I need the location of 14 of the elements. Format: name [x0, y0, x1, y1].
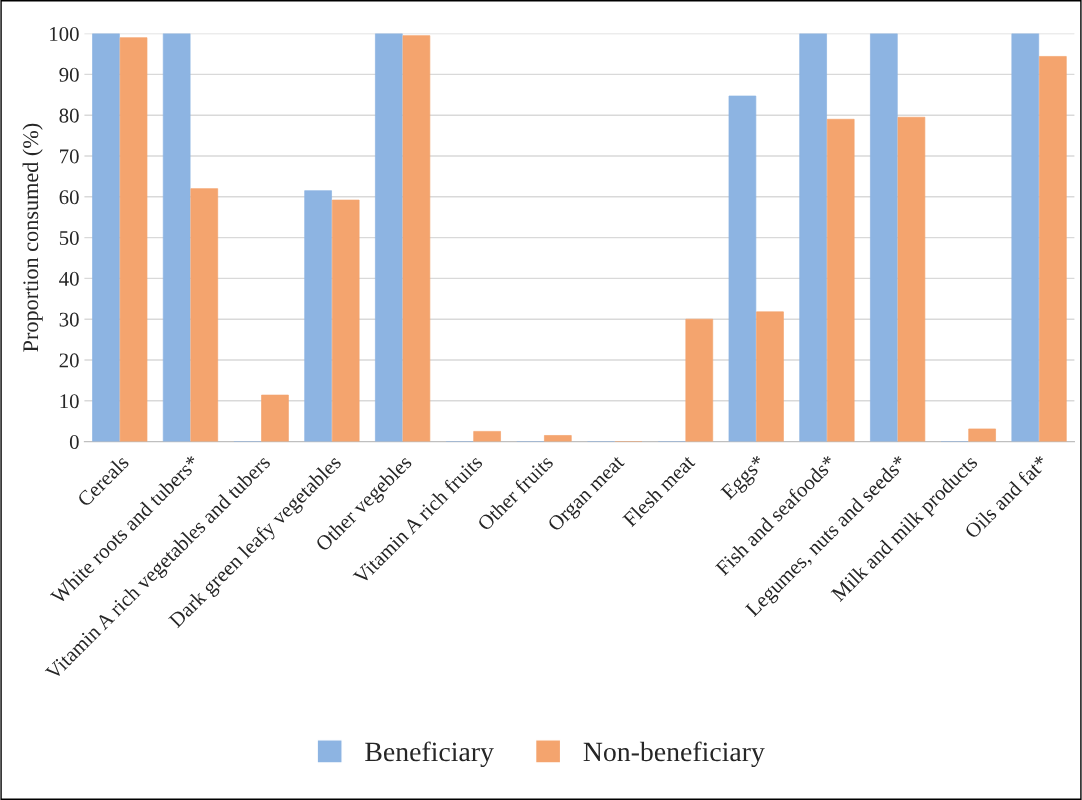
legend-label: Beneficiary — [365, 741, 494, 767]
y-tick-label: 20 — [59, 353, 79, 368]
y-tick-label: 50 — [59, 230, 79, 246]
y-tick-label: 0 — [69, 434, 79, 450]
y-tick-label: 60 — [59, 190, 79, 205]
y-tick-label: 40 — [59, 271, 79, 286]
y-tick-label: 90 — [59, 67, 79, 82]
y-tick-label: 100 — [50, 26, 79, 42]
y-axis-title: Proportion consumed (%) — [22, 123, 43, 352]
y-tick-label: 30 — [59, 312, 79, 327]
y-tick-label: 70 — [60, 149, 79, 164]
legend-label: Non-beneficiary — [583, 741, 765, 767]
y-tick-label: 80 — [59, 108, 79, 123]
y-tick-label: 10 — [60, 394, 79, 409]
